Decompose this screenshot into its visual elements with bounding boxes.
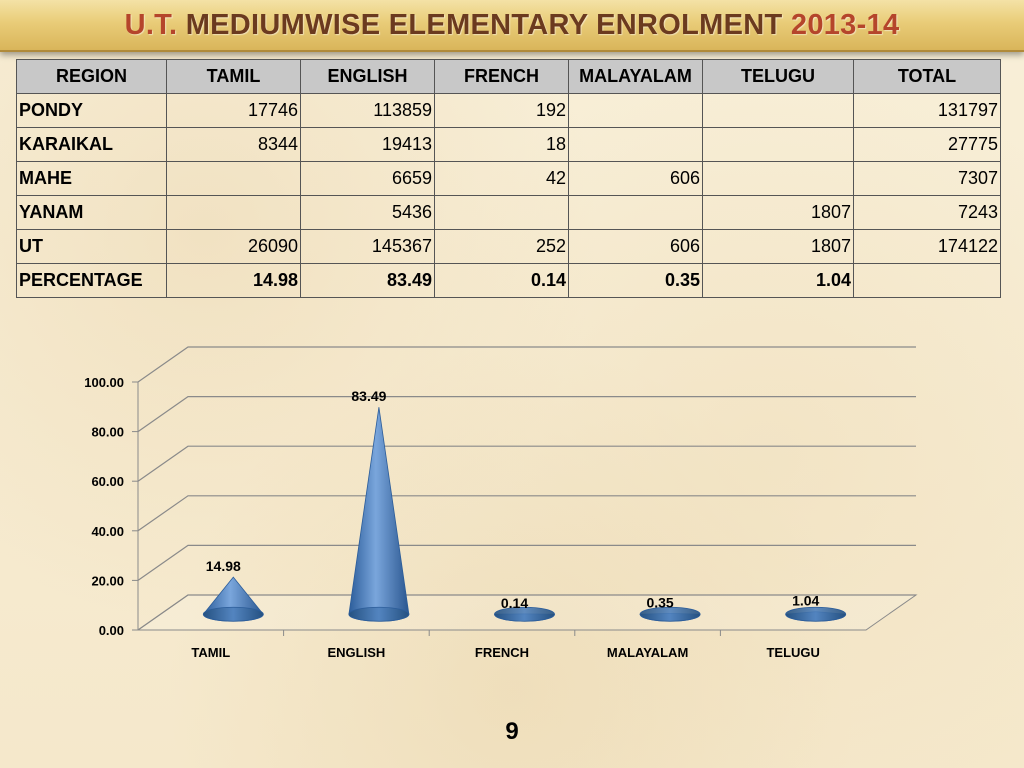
cell-english: 83.49 xyxy=(300,263,435,298)
cell-total: 7307 xyxy=(853,161,1001,196)
table-row: KARAIKAL 8344 19413 18 27775 xyxy=(16,127,1001,162)
cell-malayalam: 606 xyxy=(568,161,703,196)
enrolment-table: REGION TAMIL ENGLISH FRENCH MALAYALAM TE… xyxy=(16,59,1001,298)
cell-tamil: 8344 xyxy=(166,127,301,162)
cone-chart: 0.00 20.00 40.00 60.00 80.00 100.00 14.98 TAMIL… xyxy=(84,346,918,660)
title-ut: U.T. xyxy=(124,8,178,41)
gridline xyxy=(137,395,916,433)
cone-english xyxy=(348,407,410,622)
cell-tamil: 26090 xyxy=(166,229,301,264)
cell-tamil: 14.98 xyxy=(166,263,301,298)
cone-base-telugu xyxy=(785,606,847,622)
x-tick-label-english: ENGLISH xyxy=(328,645,386,660)
cell-french: 0.14 xyxy=(434,263,569,298)
x-tick-label-tamil: TAMIL xyxy=(191,645,230,660)
cell-tamil xyxy=(166,195,301,230)
cell-malayalam xyxy=(568,93,703,128)
table-row-percentage: PERCENTAGE 14.98 83.49 0.14 0.35 1.04 xyxy=(16,263,1001,298)
table-row: UT 26090 145367 252 606 1807 174122 xyxy=(16,229,1001,264)
cell-english: 113859 xyxy=(300,93,435,128)
cone-base-english xyxy=(348,606,410,622)
cell-region: YANAM xyxy=(16,195,167,230)
page-number: 9 xyxy=(505,718,519,745)
cone-base-malayalam xyxy=(639,606,701,622)
data-label-french: 0.14 xyxy=(501,595,528,611)
cell-malayalam xyxy=(568,127,703,162)
table-row: MAHE 6659 42 606 7307 xyxy=(16,161,1001,196)
cell-french: 192 xyxy=(434,93,569,128)
gridline xyxy=(137,544,916,581)
table-header-row: REGION TAMIL ENGLISH FRENCH MALAYALAM TE… xyxy=(16,59,1001,94)
gridline xyxy=(137,346,916,383)
cone-base-tamil xyxy=(202,606,264,622)
cell-total: 27775 xyxy=(853,127,1001,162)
data-label-tamil: 14.98 xyxy=(206,558,241,574)
cell-region: KARAIKAL xyxy=(16,127,167,162)
y-tick-label: 80.00 xyxy=(91,425,124,440)
cell-malayalam: 606 xyxy=(568,229,703,264)
cell-telugu xyxy=(702,93,854,128)
x-tick-label-french: FRENCH xyxy=(475,645,529,660)
cell-total xyxy=(853,263,1001,298)
y-tick-label: 0.00 xyxy=(99,623,124,638)
header-french: FRENCH xyxy=(434,59,569,94)
title-year: 2013-14 xyxy=(790,8,900,41)
x-tick-label-malayalam: MALAYALAM xyxy=(607,645,688,660)
table-row: YANAM 5436 1807 7243 xyxy=(16,195,1001,230)
cell-tamil xyxy=(166,161,301,196)
cell-total: 7243 xyxy=(853,195,1001,230)
cell-french: 252 xyxy=(434,229,569,264)
page-title: U.T. MEDIUMWISE ELEMENTARY ENROLMENT 201… xyxy=(125,9,900,42)
cell-english: 6659 xyxy=(300,161,435,196)
y-tick-label: 20.00 xyxy=(91,573,124,588)
cell-english: 19413 xyxy=(300,127,435,162)
cell-total: 174122 xyxy=(853,229,1001,264)
cell-english: 145367 xyxy=(300,229,435,264)
y-tick-label: 60.00 xyxy=(91,474,124,489)
table-row: PONDY 17746 113859 192 131797 xyxy=(16,93,1001,128)
header-region: REGION xyxy=(16,59,167,94)
cell-region: MAHE xyxy=(16,161,167,196)
gridline xyxy=(137,495,916,532)
y-tick-label: 40.00 xyxy=(91,524,124,539)
cell-malayalam xyxy=(568,195,703,230)
cell-total: 131797 xyxy=(853,93,1001,128)
cell-malayalam: 0.35 xyxy=(568,263,703,298)
cell-french: 42 xyxy=(434,161,569,196)
data-label-english: 83.49 xyxy=(351,388,386,404)
gridline xyxy=(137,594,916,631)
cell-telugu xyxy=(702,127,854,162)
cell-tamil: 17746 xyxy=(166,93,301,128)
cell-region: PERCENTAGE xyxy=(16,263,167,298)
header-telugu: TELUGU xyxy=(702,59,854,94)
cell-telugu: 1.04 xyxy=(702,263,854,298)
cell-telugu: 1807 xyxy=(702,195,854,230)
header-total: TOTAL xyxy=(853,59,1001,94)
cell-english: 5436 xyxy=(300,195,435,230)
cell-french xyxy=(434,195,569,230)
cell-telugu: 1807 xyxy=(702,229,854,264)
gridline xyxy=(137,445,916,482)
title-main: MEDIUMWISE ELEMENTARY ENROLMENT xyxy=(185,8,783,41)
data-label-malayalam: 0.35 xyxy=(646,594,673,610)
header-english: ENGLISH xyxy=(300,59,435,94)
cell-french: 18 xyxy=(434,127,569,162)
cone-base-french xyxy=(494,606,555,622)
cell-region: PONDY xyxy=(16,93,167,128)
x-tick-label-telugu: TELUGU xyxy=(766,645,819,660)
cell-telugu xyxy=(702,161,854,196)
title-banner: U.T. MEDIUMWISE ELEMENTARY ENROLMENT 201… xyxy=(0,0,1024,52)
y-tick-label: 100.00 xyxy=(84,375,124,390)
data-label-telugu: 1.04 xyxy=(792,593,819,609)
header-malayalam: MALAYALAM xyxy=(568,59,703,94)
header-tamil: TAMIL xyxy=(166,59,301,94)
cell-region: UT xyxy=(16,229,167,264)
